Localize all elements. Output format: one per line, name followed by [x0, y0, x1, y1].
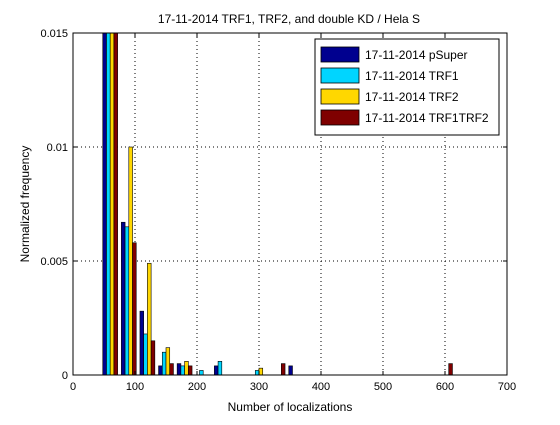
x-tick-label: 500	[374, 381, 392, 393]
legend-swatch	[320, 46, 360, 63]
bar	[448, 363, 453, 376]
bar	[169, 363, 174, 376]
legend-swatch	[320, 67, 360, 84]
x-tick-label: 300	[250, 381, 268, 393]
legend-label: 17-11-2014 TRF1TRF2	[365, 111, 489, 125]
legend-label: 17-11-2014 pSuper	[365, 48, 468, 62]
y-tick-label: 0	[62, 370, 68, 382]
bar	[281, 363, 286, 376]
x-tick-label: 100	[126, 381, 144, 393]
bar	[132, 242, 137, 376]
y-tick-label: 0.01	[47, 142, 68, 154]
bar	[121, 221, 126, 376]
bar	[254, 370, 260, 376]
y-axis-label: Normalized frequency	[18, 146, 32, 263]
bar	[143, 333, 148, 376]
x-axis-label: Number of localizations	[228, 400, 353, 414]
bar	[217, 361, 223, 376]
bar	[258, 367, 264, 376]
bar	[214, 365, 219, 376]
plot-frame	[72, 32, 508, 376]
bar	[102, 32, 107, 376]
x-tick-label: 400	[312, 381, 330, 393]
bar	[161, 351, 167, 376]
bar	[113, 32, 118, 376]
bar	[128, 146, 133, 376]
legend-swatch	[320, 109, 360, 126]
bar	[288, 365, 293, 376]
x-tick-label: 600	[436, 381, 454, 393]
legend-label: 17-11-2014 TRF1	[365, 69, 459, 83]
bar	[165, 347, 171, 376]
x-tick-label: 700	[498, 381, 516, 393]
y-tick-label: 0.005	[40, 256, 68, 268]
bar	[188, 365, 193, 376]
legend: 17-11-2014 pSuper 17-11-2014 TRF1 17-11-20…	[314, 38, 500, 136]
bar	[158, 365, 163, 376]
bar	[184, 361, 189, 376]
legend-label: 17-11-2014 TRF2	[365, 90, 459, 104]
bar	[147, 262, 152, 376]
bar	[199, 370, 204, 376]
bar	[109, 32, 115, 376]
chart-title: 17-11-2014 TRF1, TRF2, and double KD / H…	[158, 12, 420, 26]
bar	[139, 310, 144, 376]
legend-swatch	[320, 88, 360, 105]
x-tick-label: 200	[188, 381, 206, 393]
axis-ticks: 0 100 200 300 400 500 600 700 0 0.005 0.01 0.015	[40, 28, 516, 393]
bar	[106, 32, 111, 376]
bar	[124, 226, 130, 376]
bar	[180, 365, 185, 376]
bar	[176, 363, 182, 376]
bar	[150, 340, 156, 376]
y-tick-label: 0.015	[40, 28, 68, 40]
x-tick-label: 0	[70, 381, 76, 393]
